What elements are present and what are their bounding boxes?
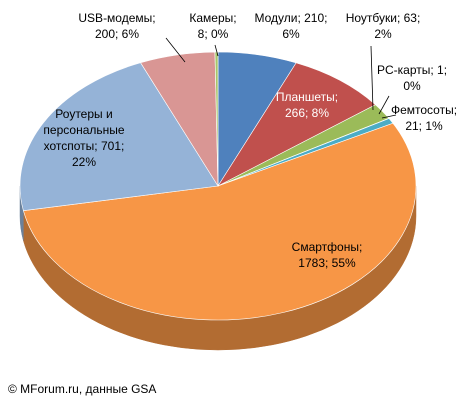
slice — [214, 51, 219, 187]
slice-label: Роутеры и персональные хотспоты; 701; 22% — [43, 107, 124, 169]
slice-label: Камеры; 8; 0% — [189, 11, 236, 41]
slice-label: Планшеты; 266; 8% — [276, 90, 338, 120]
slice-label: PC-карты; 1; 0% — [377, 63, 447, 93]
slice-label: Модули; 210; 6% — [254, 11, 327, 41]
slice-label: Смартфоны; 1783; 55% — [292, 240, 363, 270]
slice — [19, 62, 219, 211]
slice-label: USB-модемы; 200; 6% — [78, 11, 155, 41]
leader-line — [370, 45, 374, 111]
leader-lines — [165, 37, 397, 119]
slice — [217, 62, 376, 187]
pie-slices — [19, 51, 417, 321]
slice-label: Ноутбуки; 63; 2% — [346, 11, 421, 41]
source-credit: © MForum.ru, данные GSA — [8, 382, 157, 396]
leader-line — [165, 37, 186, 63]
slice-labels: Модули; 210; 6% Планшеты; 266; 8% Ноутбуки; … — [43, 11, 457, 270]
leader-line — [381, 114, 397, 119]
slice — [22, 122, 417, 321]
leader-line — [378, 95, 390, 115]
leader-line — [214, 44, 219, 57]
slice-label: Фемтосоты; 21; 1% — [391, 103, 457, 133]
